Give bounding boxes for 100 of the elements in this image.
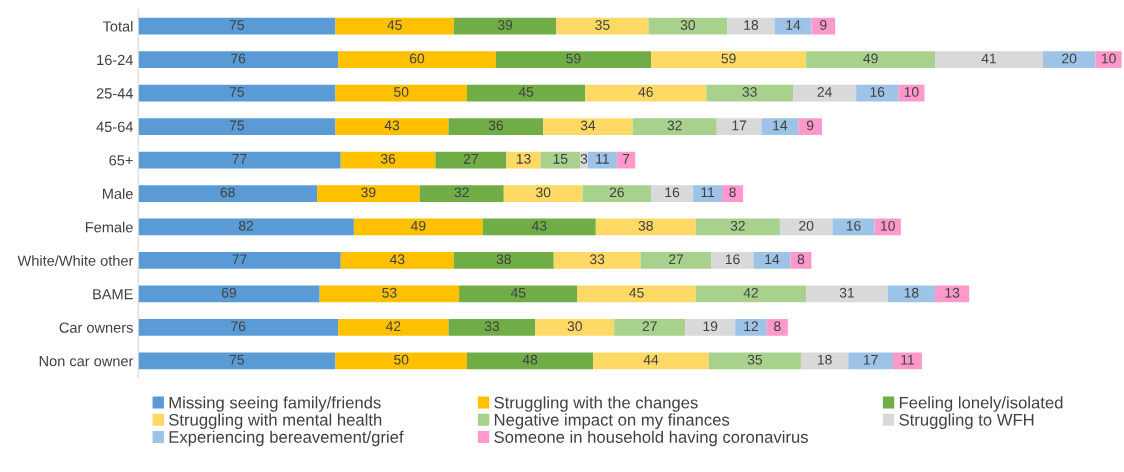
data-label: 18	[904, 287, 919, 298]
bar	[716, 118, 762, 135]
bar	[138, 51, 339, 69]
data-label: 16	[665, 187, 680, 198]
data-label: 50	[394, 87, 409, 97]
data-label: 11	[701, 187, 715, 198]
data-label: 42	[743, 287, 758, 298]
data-label: 49	[410, 220, 426, 231]
bar	[892, 352, 922, 370]
data-label: 68	[220, 187, 235, 198]
data-label: 36	[380, 153, 396, 164]
bar	[466, 84, 586, 102]
bar	[753, 252, 791, 269]
y-tick-label: Total	[102, 20, 133, 32]
bar	[585, 84, 707, 102]
data-label: 69	[221, 287, 237, 298]
bar	[735, 319, 767, 336]
y-tick-label: Male	[102, 188, 133, 199]
data-label: 75	[229, 87, 245, 97]
bar	[553, 252, 641, 269]
data-label: 43	[389, 254, 405, 265]
y-tick-label: Car owners	[59, 322, 133, 333]
data-label: 10	[904, 87, 919, 97]
legend-label: Negative impact on my finances	[494, 413, 730, 430]
data-label: 8	[774, 321, 781, 332]
bar	[790, 252, 812, 269]
data-label: 32	[667, 120, 682, 131]
data-label: 44	[643, 354, 659, 365]
data-label: 13	[516, 153, 531, 164]
bar	[832, 218, 875, 236]
bar	[340, 151, 436, 169]
bar	[793, 84, 857, 102]
legend-label: Struggling to WFH	[899, 413, 1034, 430]
data-label: 45	[518, 87, 534, 97]
data-label: 60	[409, 53, 425, 64]
bar	[138, 218, 354, 236]
bar	[582, 185, 652, 202]
data-label: 11	[596, 154, 609, 164]
bar	[138, 118, 336, 135]
data-label: 10	[881, 220, 895, 231]
data-label: 75	[229, 354, 245, 365]
data-label: 39	[361, 187, 376, 198]
data-label: 76	[231, 53, 246, 64]
bar	[335, 118, 449, 135]
bar	[319, 285, 460, 303]
bar	[640, 252, 712, 269]
data-label: 45	[387, 20, 402, 30]
legend-label: Feeling lonely/isolated	[899, 396, 1063, 412]
bar	[798, 118, 822, 135]
data-label: 31	[839, 287, 854, 298]
data-label: 75	[229, 20, 245, 30]
data-label: 45	[510, 287, 526, 298]
y-tick-label: 45-64	[96, 121, 133, 133]
bar	[695, 285, 807, 303]
bar	[138, 352, 336, 370]
bar	[338, 51, 496, 69]
bar	[614, 319, 686, 336]
bar	[435, 151, 507, 169]
data-label: 10	[1101, 53, 1116, 64]
bar	[556, 17, 649, 35]
data-label: 50	[394, 354, 409, 365]
data-label: 46	[638, 87, 653, 97]
bar	[138, 84, 336, 102]
y-tick-label: White/White other	[17, 255, 134, 266]
bar	[727, 17, 775, 35]
data-label: 33	[742, 87, 757, 97]
data-label: 14	[765, 254, 780, 265]
data-label: 30	[567, 321, 582, 332]
data-label: 3	[580, 153, 588, 164]
bar	[495, 51, 652, 69]
data-label: 18	[817, 354, 832, 365]
data-label: 77	[232, 254, 247, 265]
data-label: 30	[680, 20, 696, 30]
data-label: 59	[721, 53, 736, 64]
data-label: 14	[786, 20, 801, 30]
data-label: 27	[463, 153, 478, 164]
bar	[800, 352, 849, 370]
bar	[651, 51, 807, 69]
bar	[706, 84, 794, 102]
data-label: 20	[1062, 53, 1077, 64]
bar	[935, 51, 1043, 69]
bar	[419, 185, 504, 202]
data-label: 77	[232, 154, 247, 164]
bar	[340, 252, 454, 269]
data-label: 18	[744, 20, 759, 30]
data-label: 36	[488, 120, 503, 131]
data-label: 42	[385, 321, 401, 331]
bar	[138, 285, 320, 303]
data-label: 13	[945, 287, 960, 298]
y-tick-label: BAME	[93, 289, 133, 300]
data-label: 43	[531, 220, 547, 231]
bar	[632, 118, 717, 135]
legend-label: Struggling with mental health	[169, 413, 382, 430]
bar	[595, 218, 696, 236]
bar	[138, 17, 336, 35]
bar	[593, 352, 709, 370]
bar	[138, 151, 341, 169]
bar	[482, 218, 596, 236]
data-label: 16	[846, 220, 861, 231]
data-label: 16	[870, 87, 885, 97]
